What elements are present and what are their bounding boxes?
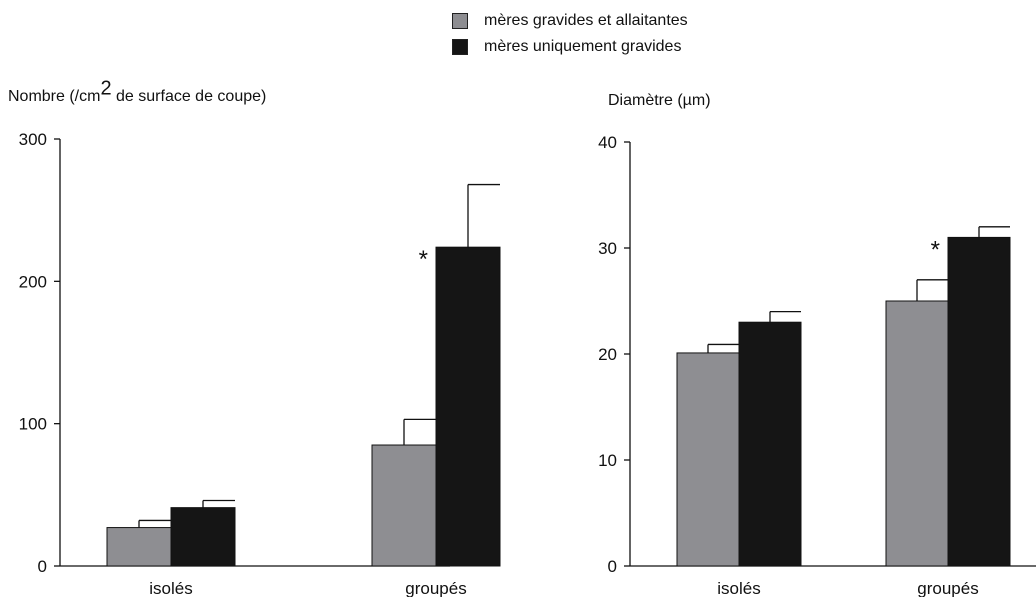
y-axis-label-right: Diamètre (µm) [608, 92, 711, 109]
right-y-tick-label: 30 [598, 239, 617, 258]
left-bar-gray [371, 444, 437, 567]
right-y-tick-label: 20 [598, 345, 617, 364]
legend-swatch-gray [452, 13, 468, 29]
right-bar-gray [885, 300, 949, 567]
legend: mères gravides et allaitantes mères uniq… [452, 8, 688, 60]
right-significance-asterisk: * [931, 236, 940, 263]
left-category-label: isolés [149, 579, 192, 597]
left-bar-black [170, 507, 236, 567]
right-bar-black [738, 321, 802, 567]
left-bar-black [435, 246, 501, 567]
y-axis-label-left: Nombre (/cm2 de surface de coupe) [8, 77, 267, 105]
right-y-tick-label: 0 [608, 557, 617, 576]
right-category-label: groupés [917, 579, 978, 597]
left-y-tick-label: 200 [19, 272, 47, 291]
left-significance-asterisk: * [419, 246, 428, 273]
right-bar-black [947, 236, 1011, 567]
left-bar-gray [106, 527, 172, 567]
right-bar-gray [676, 352, 740, 567]
legend-label: mères uniquement gravides [484, 38, 682, 55]
left-y-tick-label: 0 [38, 557, 47, 576]
legend-swatch-black [452, 39, 468, 55]
legend-item-uniquement-gravides: mères uniquement gravides [452, 34, 688, 60]
left-y-tick-label: 300 [19, 130, 47, 149]
left-category-label: groupés [405, 579, 466, 597]
legend-label: mères gravides et allaitantes [484, 12, 688, 29]
left-y-tick-label: 100 [19, 415, 47, 434]
right-y-tick-label: 40 [598, 133, 617, 152]
legend-item-gravides-allaitantes: mères gravides et allaitantes [452, 8, 688, 34]
right-category-label: isolés [717, 579, 760, 597]
right-y-tick-label: 10 [598, 451, 617, 470]
